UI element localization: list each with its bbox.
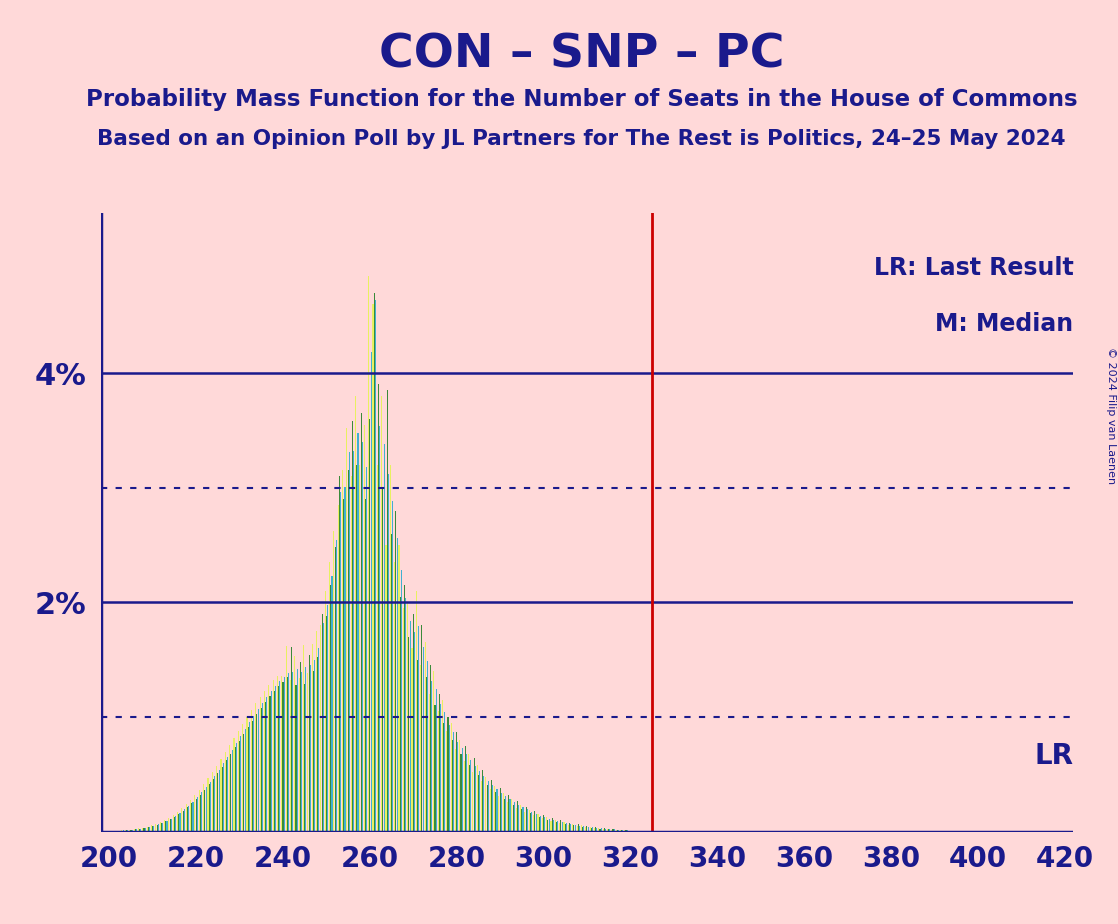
Text: Probability Mass Function for the Number of Seats in the House of Commons: Probability Mass Function for the Number… (86, 88, 1077, 111)
Text: LR: LR (1034, 742, 1073, 770)
Text: © 2024 Filip van Laenen: © 2024 Filip van Laenen (1106, 347, 1116, 484)
Text: M: Median: M: Median (935, 311, 1073, 335)
Text: Based on an Opinion Poll by JL Partners for The Rest is Politics, 24–25 May 2024: Based on an Opinion Poll by JL Partners … (97, 129, 1065, 150)
Text: LR: Last Result: LR: Last Result (873, 256, 1073, 280)
Text: CON – SNP – PC: CON – SNP – PC (379, 32, 784, 78)
